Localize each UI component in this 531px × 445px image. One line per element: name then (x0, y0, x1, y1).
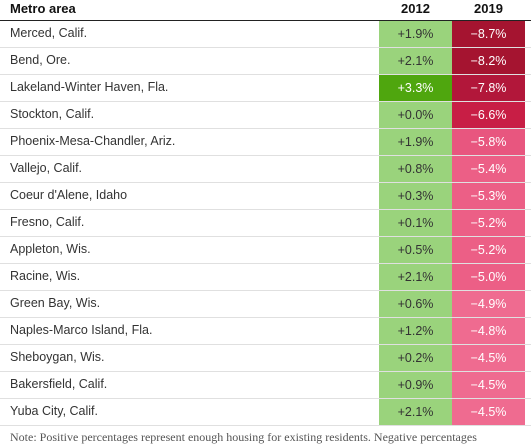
value-2012: +0.1% (379, 210, 452, 236)
metro-name: Merced, Calif. (10, 26, 88, 40)
value-2019: −5.4% (452, 156, 525, 182)
value-2019: −5.2% (452, 210, 525, 236)
metro-name: Fresno, Calif. (10, 215, 85, 229)
value-2012: +0.0% (379, 102, 452, 128)
housing-table: Metro area 2012 2019 Merced, Calif. +1.9%… (0, 0, 531, 426)
metro-name: Sheboygan, Wis. (10, 350, 105, 364)
metro-name: Vallejo, Calif. (10, 161, 83, 175)
table-row: Bend, Ore. +2.1% −8.2% (0, 48, 531, 75)
header-metro-area: Metro area (10, 1, 76, 16)
value-2019: −5.8% (452, 129, 525, 155)
table-row: Yuba City, Calif. +2.1% −4.5% (0, 399, 531, 426)
metro-name: Phoenix-Mesa-Chandler, Ariz. (10, 134, 176, 148)
metro-name: Appleton, Wis. (10, 242, 91, 256)
value-2012: +0.5% (379, 237, 452, 263)
metro-name: Lakeland-Winter Haven, Fla. (10, 80, 169, 94)
value-2019: −5.2% (452, 237, 525, 263)
table-row: Stockton, Calif. +0.0% −6.6% (0, 102, 531, 129)
value-2019: −5.0% (452, 264, 525, 290)
value-2012: +3.3% (379, 75, 452, 101)
table-row: Lakeland-Winter Haven, Fla. +3.3% −7.8% (0, 75, 531, 102)
metro-name: Coeur d'Alene, Idaho (10, 188, 128, 202)
value-2012: +0.9% (379, 372, 452, 398)
value-2012: +1.9% (379, 129, 452, 155)
metro-name: Racine, Wis. (10, 269, 81, 283)
table-row: Sheboygan, Wis. +0.2% −4.5% (0, 345, 531, 372)
value-2012: +0.2% (379, 345, 452, 371)
value-2019: −7.8% (452, 75, 525, 101)
value-2012: +1.9% (379, 21, 452, 47)
value-2019: −8.7% (452, 21, 525, 47)
value-2012: +1.2% (379, 318, 452, 344)
metro-name: Stockton, Calif. (10, 107, 95, 121)
table-row: Bakersfield, Calif. +0.9% −4.5% (0, 372, 531, 399)
value-2012: +0.6% (379, 291, 452, 317)
table-row: Vallejo, Calif. +0.8% −5.4% (0, 156, 531, 183)
value-2019: −4.5% (452, 345, 525, 371)
table-row: Phoenix-Mesa-Chandler, Ariz. +1.9% −5.8% (0, 129, 531, 156)
table-row: Appleton, Wis. +0.5% −5.2% (0, 237, 531, 264)
value-2012: +2.1% (379, 48, 452, 74)
value-2019: −8.2% (452, 48, 525, 74)
table-row: Racine, Wis. +2.1% −5.0% (0, 264, 531, 291)
table-row: Fresno, Calif. +0.1% −5.2% (0, 210, 531, 237)
value-2019: −4.5% (452, 399, 525, 425)
value-2019: −4.8% (452, 318, 525, 344)
value-2012: +0.3% (379, 183, 452, 209)
table-row: Merced, Calif. +1.9% −8.7% (0, 21, 531, 48)
metro-name: Green Bay, Wis. (10, 296, 101, 310)
value-2012: +2.1% (379, 264, 452, 290)
table-row: Green Bay, Wis. +0.6% −4.9% (0, 291, 531, 318)
header-2019: 2019 (474, 1, 503, 16)
value-2012: +0.8% (379, 156, 452, 182)
value-2019: −4.5% (452, 372, 525, 398)
table-body: Merced, Calif. +1.9% −8.7% Bend, Ore. +2.1% −… (0, 21, 531, 426)
metro-name: Naples-Marco Island, Fla. (10, 323, 153, 337)
value-2012: +2.1% (379, 399, 452, 425)
header-2012: 2012 (401, 1, 430, 16)
metro-name: Bakersfield, Calif. (10, 377, 108, 391)
footnote: Note: Positive percentages represent eno… (10, 430, 477, 444)
value-2019: −5.3% (452, 183, 525, 209)
value-2019: −4.9% (452, 291, 525, 317)
table-row: Naples-Marco Island, Fla. +1.2% −4.8% (0, 318, 531, 345)
metro-name: Yuba City, Calif. (10, 404, 99, 418)
value-2019: −6.6% (452, 102, 525, 128)
table-row: Coeur d'Alene, Idaho +0.3% −5.3% (0, 183, 531, 210)
table-header: Metro area 2012 2019 (0, 0, 531, 21)
metro-name: Bend, Ore. (10, 53, 71, 67)
